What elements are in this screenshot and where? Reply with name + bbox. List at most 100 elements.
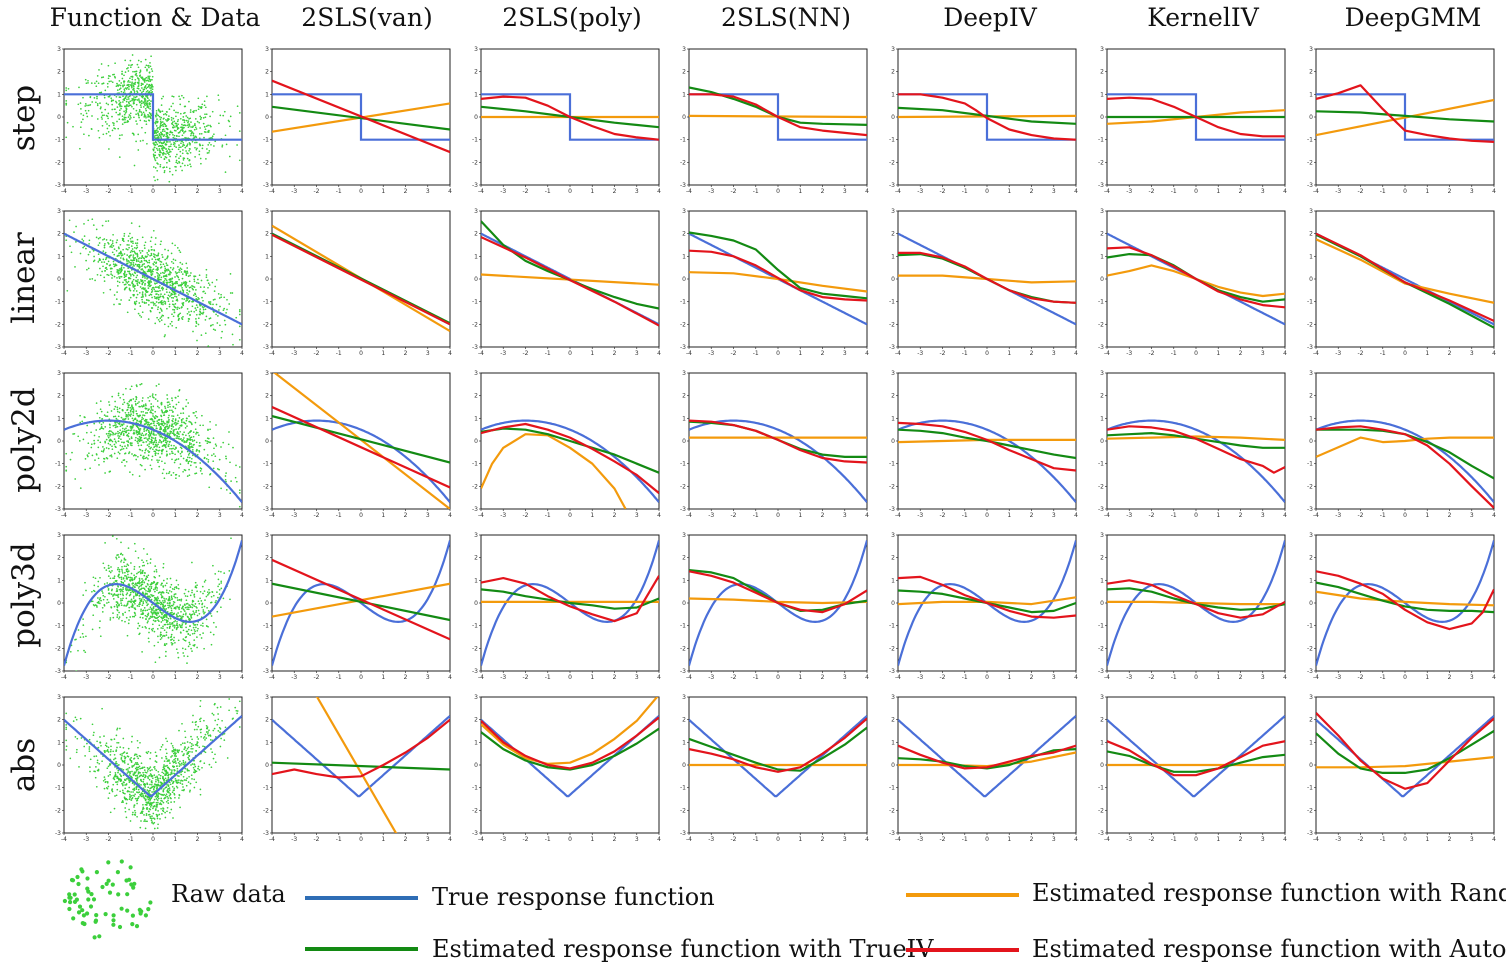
raw-data-point bbox=[101, 606, 104, 609]
raw-data-point bbox=[187, 590, 190, 593]
raw-data-point bbox=[172, 262, 175, 265]
raw-data-point bbox=[110, 410, 113, 412]
raw-data-point bbox=[160, 593, 162, 596]
raw-data-point bbox=[149, 115, 151, 118]
raw-data-point bbox=[193, 639, 196, 641]
raw-data-point bbox=[205, 618, 208, 621]
raw-data-point bbox=[142, 587, 145, 590]
raw-data-point bbox=[121, 441, 123, 444]
raw-data-point bbox=[160, 582, 163, 585]
raw-data-point bbox=[168, 472, 170, 475]
raw-data-point bbox=[131, 240, 134, 243]
raw-data-point bbox=[162, 562, 165, 565]
raw-data-point bbox=[88, 452, 90, 455]
y-tick-label: 3 bbox=[265, 370, 269, 377]
raw-data-point bbox=[238, 466, 241, 468]
raw-data-point bbox=[171, 173, 174, 176]
x-tick-label: -3 bbox=[1126, 188, 1132, 195]
y-tick-label: 1 bbox=[265, 253, 269, 260]
raw-data-point bbox=[180, 268, 183, 271]
raw-data-point bbox=[183, 121, 186, 124]
raw-data-point bbox=[139, 104, 142, 106]
raw-data-point bbox=[220, 336, 223, 339]
raw-data-point bbox=[142, 139, 144, 142]
raw-data-point bbox=[126, 282, 129, 284]
raw-data-point bbox=[187, 460, 190, 463]
raw-data-point bbox=[217, 315, 219, 317]
raw-data-point bbox=[191, 305, 194, 308]
raw-data-point bbox=[158, 115, 161, 118]
x-tick-label: -1 bbox=[962, 188, 968, 195]
raw-data-point bbox=[198, 153, 201, 156]
raw-data-point bbox=[141, 291, 144, 293]
raw-data-point bbox=[195, 322, 198, 325]
raw-data-point bbox=[163, 272, 165, 275]
raw-data-point bbox=[179, 267, 182, 270]
raw-data-point bbox=[103, 96, 106, 99]
raw-data-point bbox=[111, 115, 113, 118]
raw-data-point bbox=[129, 273, 131, 275]
raw-data-point bbox=[162, 287, 165, 290]
raw-data-point bbox=[143, 574, 146, 577]
raw-data-point bbox=[122, 597, 124, 600]
y-tick-label: 3 bbox=[891, 46, 895, 53]
raw-data-point bbox=[127, 415, 129, 418]
raw-data-point bbox=[160, 440, 163, 443]
y-tick-label: -2 bbox=[889, 321, 895, 328]
raw-data-point bbox=[204, 599, 206, 601]
raw-data-point bbox=[138, 266, 141, 269]
raw-data-point bbox=[148, 631, 150, 634]
raw-data-point bbox=[158, 423, 161, 425]
raw-data-point bbox=[181, 624, 183, 627]
raw-data-point bbox=[198, 450, 201, 453]
raw-data-point bbox=[129, 576, 132, 579]
raw-data-point bbox=[144, 451, 146, 454]
raw-data-point bbox=[142, 295, 144, 298]
raw-data-point bbox=[187, 606, 190, 609]
raw-data-point bbox=[163, 428, 166, 431]
raw-data-point bbox=[201, 305, 204, 308]
raw-data-point bbox=[106, 457, 109, 460]
raw-data-point bbox=[119, 112, 121, 115]
raw-data-point bbox=[177, 639, 180, 642]
raw-data-point bbox=[207, 124, 209, 127]
raw-data-point bbox=[164, 156, 167, 158]
x-tick-label: 0 bbox=[1194, 188, 1198, 195]
raw-data-point bbox=[186, 655, 189, 658]
raw-data-point bbox=[231, 333, 234, 336]
raw-data-point bbox=[98, 598, 101, 601]
x-tick-label: 0 bbox=[1403, 188, 1407, 195]
raw-data-point bbox=[164, 258, 167, 261]
raw-data-point bbox=[123, 80, 125, 83]
x-tick-label: 3 bbox=[1261, 350, 1265, 357]
raw-data-point bbox=[156, 290, 159, 293]
raw-data-point bbox=[190, 134, 192, 137]
raw-data-point bbox=[185, 262, 188, 265]
raw-data-point bbox=[135, 425, 138, 428]
raw-data-point bbox=[173, 461, 176, 464]
raw-data-point bbox=[147, 603, 149, 605]
raw-data-point bbox=[154, 443, 157, 446]
raw-data-point bbox=[206, 594, 209, 596]
raw-data-point bbox=[168, 424, 171, 427]
raw-data-point bbox=[153, 295, 156, 298]
raw-data-point bbox=[150, 55, 152, 58]
raw-data-point bbox=[178, 389, 181, 391]
y-tick-label: -1 bbox=[263, 461, 269, 468]
raw-data-point bbox=[106, 598, 109, 601]
y-tick-label: -2 bbox=[263, 159, 269, 166]
raw-data-point bbox=[142, 83, 144, 85]
x-tick-label: -2 bbox=[1358, 188, 1364, 195]
raw-data-point bbox=[128, 594, 131, 597]
raw-data-point bbox=[137, 263, 140, 266]
raw-data-point bbox=[91, 454, 94, 457]
raw-data-point bbox=[97, 237, 100, 240]
raw-data-point bbox=[202, 299, 204, 302]
raw-data-point bbox=[116, 602, 119, 605]
raw-data-point bbox=[175, 115, 177, 118]
raw-data-point bbox=[149, 113, 152, 116]
raw-data-point bbox=[122, 240, 125, 243]
raw-data-point bbox=[166, 269, 168, 272]
x-tick-label: 4 bbox=[657, 512, 661, 519]
raw-data-point bbox=[212, 621, 215, 624]
